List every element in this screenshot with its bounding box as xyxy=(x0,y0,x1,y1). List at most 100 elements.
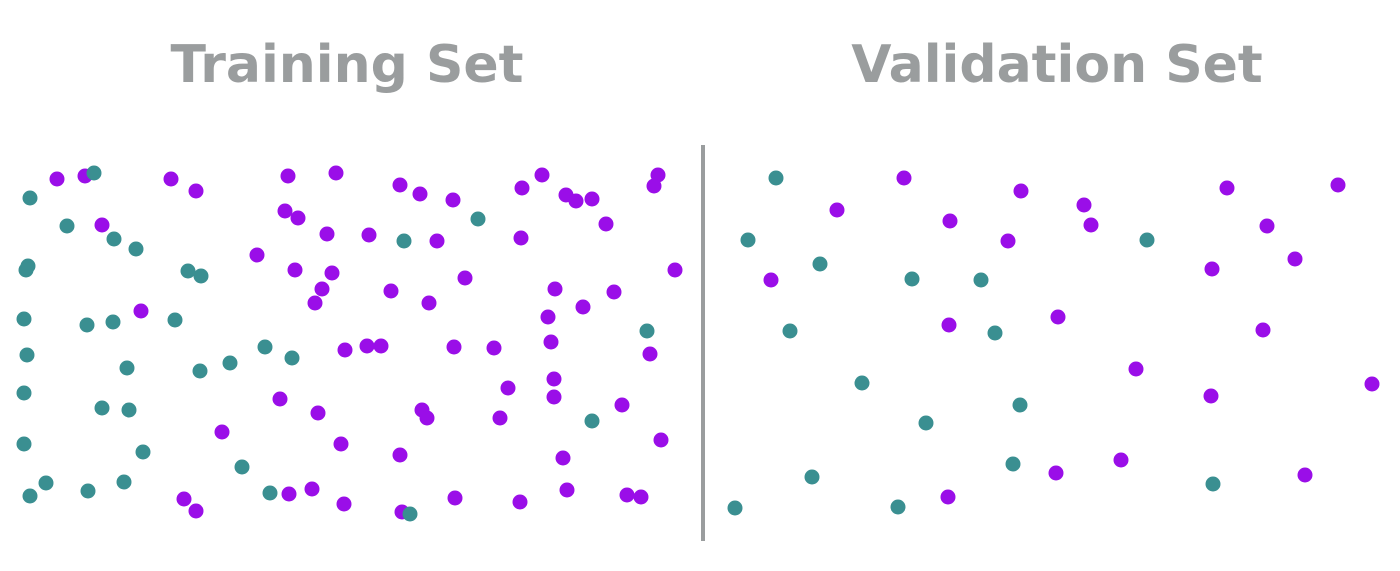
validation-point-purple xyxy=(1219,180,1235,196)
training-point-teal xyxy=(94,400,110,416)
validation-point-purple xyxy=(1128,361,1144,377)
training-point-purple xyxy=(287,262,303,278)
training-point-purple xyxy=(614,397,630,413)
validation-point-purple xyxy=(1013,183,1029,199)
validation-point-purple xyxy=(763,272,779,288)
validation-point-teal xyxy=(727,500,743,516)
training-point-purple xyxy=(540,309,556,325)
validation-point-purple xyxy=(1048,465,1064,481)
training-point-purple xyxy=(361,227,377,243)
training-point-purple xyxy=(94,217,110,233)
training-point-teal xyxy=(135,444,151,460)
training-point-teal xyxy=(180,263,196,279)
training-point-purple xyxy=(445,192,461,208)
training-point-teal xyxy=(106,231,122,247)
training-point-purple xyxy=(314,281,330,297)
validation-point-purple xyxy=(1083,217,1099,233)
training-point-purple xyxy=(429,233,445,249)
training-point-teal xyxy=(639,323,655,339)
training-point-teal xyxy=(79,317,95,333)
validation-point-teal xyxy=(1012,397,1028,413)
training-point-purple xyxy=(324,265,340,281)
training-point-purple xyxy=(412,186,428,202)
training-point-purple xyxy=(383,283,399,299)
training-point-purple xyxy=(559,482,575,498)
training-point-purple xyxy=(486,340,502,356)
training-point-purple xyxy=(133,303,149,319)
training-point-teal xyxy=(257,339,273,355)
training-point-purple xyxy=(500,380,516,396)
training-point-purple xyxy=(633,489,649,505)
training-point-teal xyxy=(234,459,250,475)
validation-point-teal xyxy=(804,469,820,485)
training-point-teal xyxy=(119,360,135,376)
training-point-teal xyxy=(16,385,32,401)
validation-point-purple xyxy=(1255,322,1271,338)
training-point-purple xyxy=(328,165,344,181)
training-point-purple xyxy=(642,346,658,362)
training-point-purple xyxy=(281,486,297,502)
training-point-teal xyxy=(22,190,38,206)
validation-point-teal xyxy=(854,375,870,391)
validation-point-teal xyxy=(890,499,906,515)
training-point-teal xyxy=(105,314,121,330)
training-point-teal xyxy=(16,436,32,452)
validation-point-purple xyxy=(1204,261,1220,277)
training-point-purple xyxy=(337,342,353,358)
validation-point-purple xyxy=(1287,251,1303,267)
training-point-purple xyxy=(606,284,622,300)
training-points xyxy=(16,165,683,522)
training-point-purple xyxy=(49,171,65,187)
validation-point-teal xyxy=(1139,232,1155,248)
training-point-purple xyxy=(457,270,473,286)
validation-point-purple xyxy=(1297,467,1313,483)
training-point-purple xyxy=(392,177,408,193)
training-point-teal xyxy=(22,488,38,504)
validation-point-purple xyxy=(942,213,958,229)
validation-point-teal xyxy=(904,271,920,287)
training-point-purple xyxy=(598,216,614,232)
training-point-purple xyxy=(555,450,571,466)
training-point-purple xyxy=(619,487,635,503)
training-point-teal xyxy=(192,363,208,379)
training-point-purple xyxy=(447,490,463,506)
training-point-purple xyxy=(333,436,349,452)
training-point-teal xyxy=(402,506,418,522)
validation-point-purple xyxy=(896,170,912,186)
training-point-purple xyxy=(568,193,584,209)
training-point-purple xyxy=(513,230,529,246)
training-point-purple xyxy=(373,338,389,354)
training-point-teal xyxy=(18,262,34,278)
training-point-purple xyxy=(277,203,293,219)
training-point-teal xyxy=(59,218,75,234)
validation-point-teal xyxy=(812,256,828,272)
training-point-purple xyxy=(546,389,562,405)
validation-point-teal xyxy=(1205,476,1221,492)
validation-point-purple xyxy=(1050,309,1066,325)
training-point-purple xyxy=(280,168,296,184)
validation-point-teal xyxy=(782,323,798,339)
training-point-purple xyxy=(421,295,437,311)
training-point-purple xyxy=(188,183,204,199)
training-point-purple xyxy=(584,191,600,207)
training-point-teal xyxy=(396,233,412,249)
training-point-purple xyxy=(534,167,550,183)
training-point-teal xyxy=(86,165,102,181)
training-point-purple xyxy=(176,491,192,507)
training-point-purple xyxy=(304,481,320,497)
validation-point-purple xyxy=(1364,376,1380,392)
validation-point-teal xyxy=(918,415,934,431)
training-point-purple xyxy=(188,503,204,519)
training-point-teal xyxy=(470,211,486,227)
validation-point-teal xyxy=(973,272,989,288)
training-point-purple xyxy=(359,338,375,354)
training-point-teal xyxy=(16,311,32,327)
training-point-purple xyxy=(514,180,530,196)
training-point-purple xyxy=(547,281,563,297)
training-point-purple xyxy=(214,424,230,440)
training-point-teal xyxy=(80,483,96,499)
training-point-purple xyxy=(319,226,335,242)
validation-point-purple xyxy=(1259,218,1275,234)
training-point-teal xyxy=(262,485,278,501)
